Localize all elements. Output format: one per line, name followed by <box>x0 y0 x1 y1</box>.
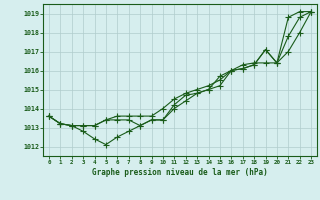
X-axis label: Graphe pression niveau de la mer (hPa): Graphe pression niveau de la mer (hPa) <box>92 168 268 177</box>
